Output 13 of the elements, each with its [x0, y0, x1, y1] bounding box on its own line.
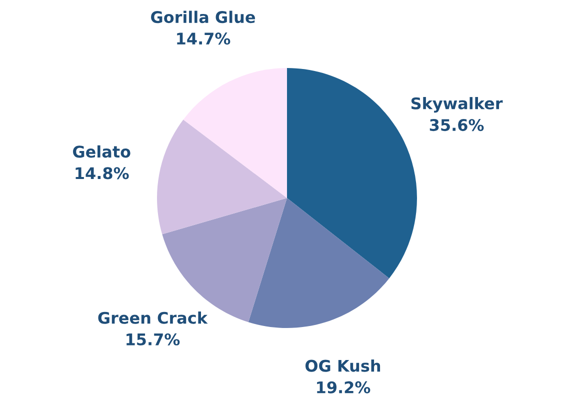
slice-label: Green Crack — [98, 312, 208, 324]
data-label: 14.7% — [177, 32, 230, 45]
slice-label: Gelato — [73, 145, 130, 158]
data-label: 19.2% — [317, 381, 370, 394]
pie-slice — [157, 120, 287, 234]
data-label: 35.6% — [430, 118, 484, 132]
data-label: 15.7% — [126, 333, 180, 346]
slice-label: Gorilla Glue — [151, 10, 255, 24]
pie-slice — [248, 198, 390, 328]
slice-label: OG Kush — [305, 360, 380, 372]
slice-label: Skywalker — [411, 97, 503, 113]
pie-slice — [183, 68, 287, 198]
data-label: 14.8% — [76, 167, 129, 180]
